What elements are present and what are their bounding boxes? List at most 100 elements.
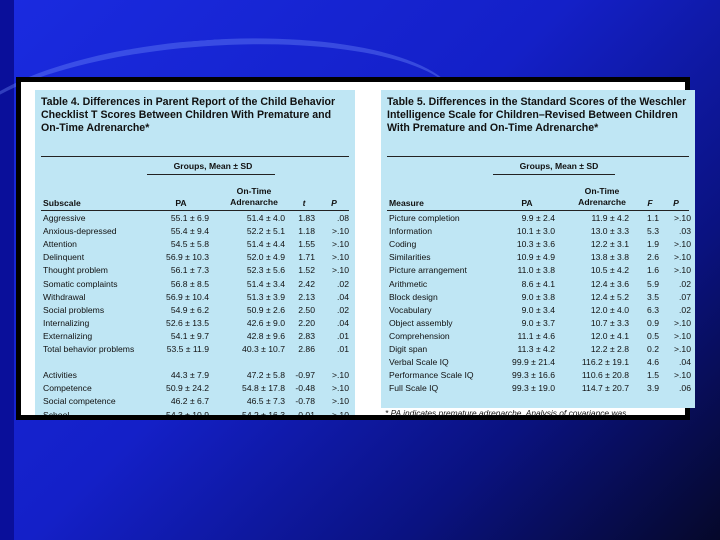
table4-cell-pa: 50.9 ± 24.2 <box>166 383 209 394</box>
table5-cell-stat: 1.6 <box>647 265 659 276</box>
table5-cell-ontime: 12.2 ± 3.1 <box>590 239 629 250</box>
table5-cell-ontime: 10.7 ± 3.3 <box>590 317 629 328</box>
table5-cell-pa: 11.0 ± 3.8 <box>517 265 555 276</box>
table-5-col-measure: Measure <box>389 198 424 208</box>
table4-cell-label: Withdrawal <box>43 291 86 302</box>
table4-cell-ontime: 51.4 ± 3.4 <box>246 278 285 289</box>
table5-cell-p: .03 <box>679 226 691 237</box>
table5-cell-p: .06 <box>679 383 691 394</box>
table5-cell-ontime: 13.0 ± 3.3 <box>590 226 629 237</box>
table4-cell-ontime: 51.4 ± 4.4 <box>246 239 285 250</box>
table4-cell-label: Total behavior problems <box>43 344 135 354</box>
table4-cell-p: >.10 <box>332 226 349 237</box>
table5-cell-ontime: 12.4 ± 3.6 <box>590 278 629 289</box>
table4-cell-p: .02 <box>337 278 349 289</box>
table5-cell-p: >.10 <box>674 344 691 354</box>
table5-cell-pa: 10.1 ± 3.0 <box>516 226 555 237</box>
table5-cell-stat: 3.5 <box>647 291 659 302</box>
table5-cell-p: >.10 <box>674 265 691 276</box>
table5-cell-stat: 2.6 <box>647 252 659 263</box>
table4-cell-label: Anxious-depressed <box>43 226 117 237</box>
table5-cell-label: Full Scale IQ <box>389 383 439 394</box>
table5-cell-label: Picture completion <box>389 213 460 223</box>
table-5-col-pa: PA <box>521 198 533 208</box>
table4-cell-p: >.10 <box>332 370 349 381</box>
table-4-col-ontime: On-Time Adrenarche <box>230 186 278 207</box>
table5-cell-pa: 9.0 ± 3.8 <box>521 291 555 302</box>
table4-cell-label: Thought problem <box>43 265 108 276</box>
table5-cell-stat: 0.9 <box>647 317 659 328</box>
table4-cell-pa: 44.3 ± 7.9 <box>170 370 209 381</box>
table4-cell-stat: 1.83 <box>298 213 315 223</box>
table5-cell-label: Performance Scale IQ <box>389 370 474 381</box>
table5-cell-label: Arithmetic <box>389 278 428 289</box>
table4-cell-stat: 2.42 <box>298 278 315 289</box>
table4-cell-label: Social problems <box>43 304 105 315</box>
table4-cell-ontime: 46.5 ± 7.3 <box>246 396 285 407</box>
table5-cell-ontime: 12.4 ± 5.2 <box>590 291 629 302</box>
table5-cell-pa: 11.3 ± 4.2 <box>517 344 555 354</box>
table5-cell-label: Vocabulary <box>389 304 432 315</box>
table-5-footnote: * PA indicates premature adrenarche. Ana… <box>385 408 627 418</box>
table4-cell-p: >.10 <box>332 409 349 416</box>
table5-cell-stat: 0.5 <box>647 330 659 341</box>
table5-cell-pa: 9.0 ± 3.7 <box>521 317 555 328</box>
table5-cell-ontime: 114.7 ± 20.7 <box>581 383 629 394</box>
slide-left-strip <box>0 0 14 540</box>
table4-cell-p: >.10 <box>332 396 349 407</box>
table4-cell-stat: 2.20 <box>298 317 315 328</box>
table5-cell-label: Block design <box>389 291 438 302</box>
table5-cell-pa: 9.9 ± 2.4 <box>521 213 555 223</box>
table4-cell-p: .01 <box>337 344 349 354</box>
table4-cell-ontime: 51.3 ± 3.9 <box>246 291 285 302</box>
table5-cell-label: Coding <box>389 239 417 250</box>
table-5-col-p: P <box>673 198 679 208</box>
table5-cell-p: >.10 <box>674 252 691 263</box>
table5-cell-ontime: 110.6 ± 20.8 <box>581 370 629 381</box>
table4-cell-stat: 2.86 <box>298 344 315 354</box>
table4-cell-p: .01 <box>337 330 349 341</box>
table4-cell-stat: 1.18 <box>298 226 315 237</box>
table5-cell-pa: 99.3 ± 19.0 <box>512 383 555 394</box>
table5-cell-pa: 10.3 ± 3.6 <box>516 239 555 250</box>
table4-cell-label: Internalizing <box>43 317 90 328</box>
table-4-header-rule <box>41 210 349 211</box>
table4-cell-p: .02 <box>337 304 349 315</box>
table4-cell-ontime: 52.0 ± 4.9 <box>246 252 285 263</box>
table5-cell-ontime: 11.9 ± 4.2 <box>591 213 629 223</box>
table5-cell-pa: 99.9 ± 21.4 <box>512 357 555 368</box>
table5-cell-ontime: 12.0 ± 4.0 <box>590 304 629 315</box>
table4-cell-ontime: 54.8 ± 17.8 <box>242 383 285 394</box>
table4-cell-p: >.10 <box>332 383 349 394</box>
table5-cell-ontime: 10.5 ± 4.2 <box>590 265 629 276</box>
table5-cell-pa: 11.1 ± 4.6 <box>517 330 555 341</box>
table4-cell-pa: 54.9 ± 6.2 <box>170 304 209 315</box>
table-4-top-rule <box>41 156 349 157</box>
table5-cell-ontime: 12.0 ± 4.1 <box>590 330 629 341</box>
table4-cell-stat: 2.83 <box>298 330 315 341</box>
table4-cell-label: Activities <box>43 370 77 381</box>
table5-cell-pa: 99.3 ± 16.6 <box>512 370 555 381</box>
table4-cell-ontime: 50.9 ± 2.6 <box>246 304 285 315</box>
table5-cell-label: Information <box>389 226 432 237</box>
table4-cell-stat: 2.13 <box>298 291 315 302</box>
table4-cell-pa: 55.4 ± 9.4 <box>170 226 209 237</box>
table5-cell-p: >.10 <box>674 317 691 328</box>
table-5-col-ontime: On-Time Adrenarche <box>578 186 626 207</box>
table-5-panel: Table 5. Differences in the Standard Sco… <box>381 90 695 408</box>
table4-cell-stat: 1.55 <box>298 239 315 250</box>
table4-cell-stat: -0.48 <box>295 383 315 394</box>
table4-cell-label: Social competence <box>43 396 116 407</box>
table4-cell-pa: 46.2 ± 6.7 <box>170 396 209 407</box>
table5-cell-stat: 1.1 <box>647 213 659 223</box>
table5-cell-label: Object assembly <box>389 317 453 328</box>
table5-cell-stat: 4.6 <box>647 357 659 368</box>
table4-cell-pa: 53.5 ± 11.9 <box>166 344 209 354</box>
table-4-col-t: t <box>302 198 306 208</box>
table-5-group-header: Groups, Mean ± SD <box>519 161 599 171</box>
table4-cell-label: Externalizing <box>43 330 93 341</box>
table4-cell-ontime: 47.2 ± 5.8 <box>246 370 285 381</box>
table-5-top-rule <box>387 156 689 157</box>
table5-cell-label: Digit span <box>389 344 428 354</box>
table5-cell-label: Similarities <box>389 252 431 263</box>
